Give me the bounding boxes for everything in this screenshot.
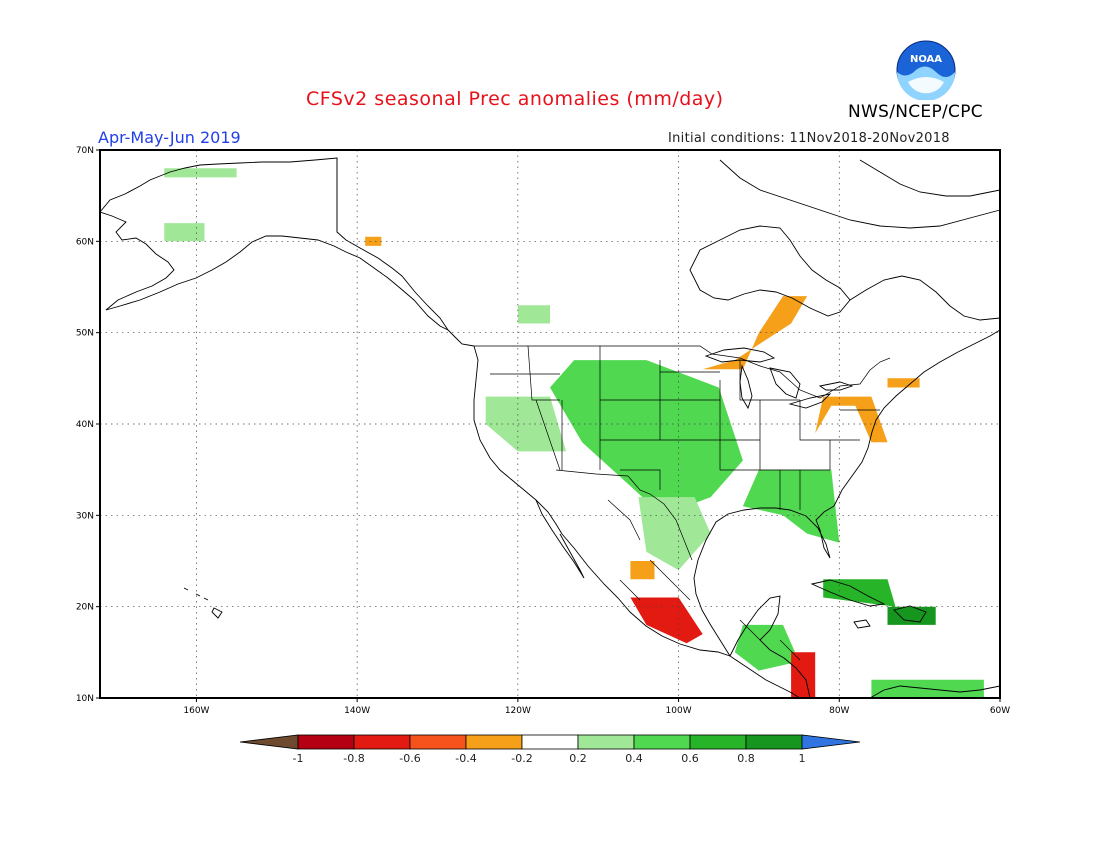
mexico-states xyxy=(607,499,801,661)
anomaly-region-northeast-dry xyxy=(887,378,920,388)
lake-superior xyxy=(704,347,776,363)
tick-label-lon: 60W xyxy=(990,706,1010,716)
anomaly-region-se-alaska-dry xyxy=(365,236,382,246)
coastline-jamaica xyxy=(853,619,871,629)
anomaly-region-alaska-wet xyxy=(164,168,237,178)
anomaly-region-central-america-wet xyxy=(734,624,800,671)
coastline-alaska xyxy=(99,157,450,332)
tick-label-lon: 160W xyxy=(183,706,209,716)
colorbar-low-arrow xyxy=(239,734,299,750)
coastline-us-east xyxy=(833,329,1001,507)
coastline-hudson-bay xyxy=(689,225,851,317)
lake-erie xyxy=(788,393,832,409)
anomaly-region-rockies-plains-wet xyxy=(550,360,743,516)
tick-label-lat: 20N xyxy=(76,603,94,613)
coastline-cuba xyxy=(810,579,886,607)
colorbar-label: 1 xyxy=(799,752,806,765)
tick-label-lon: 100W xyxy=(666,706,692,716)
anomaly-region-western-alaska-wet xyxy=(164,223,205,242)
anomaly-region-mid-atlantic-dry xyxy=(815,396,888,443)
tick-label-lat: 60N xyxy=(76,237,94,247)
state-lines-west xyxy=(490,345,721,490)
anomaly-region-canada-wet xyxy=(517,305,550,324)
anomaly-region-caribbean-wet xyxy=(823,579,896,607)
anomaly-region-mexico-dry xyxy=(630,597,703,644)
colorbar-box xyxy=(521,734,579,750)
colorbar-box xyxy=(353,734,411,750)
colorbar-label: 0.4 xyxy=(625,752,643,765)
us-mexico-border xyxy=(555,469,693,561)
colorbar-label: 0.8 xyxy=(737,752,755,765)
anomaly-region-baja-dry xyxy=(630,561,655,580)
colorbar-box xyxy=(409,734,467,750)
agency-label: NWS/NCEP/CPC xyxy=(848,102,983,122)
coastline-hawaii xyxy=(183,587,223,619)
season-label: Apr-May-Jun 2019 xyxy=(98,128,241,147)
coastlines xyxy=(99,157,1001,699)
colorbar-label: -0.2 xyxy=(511,752,532,765)
coastline-baja xyxy=(535,499,585,579)
colorbar-label: -0.6 xyxy=(399,752,420,765)
anomaly-region-costa-rica-dry xyxy=(791,652,816,698)
lake-huron xyxy=(769,367,801,399)
colorbar-high-arrow xyxy=(801,734,861,750)
colorbar-box xyxy=(465,734,523,750)
anomaly-region-california-nevada-wet xyxy=(485,396,567,452)
tick-label-lat: 70N xyxy=(76,146,94,156)
coastline-arctic xyxy=(719,159,1001,229)
coastline-gulf xyxy=(693,505,835,657)
colorbar-label: 0.2 xyxy=(569,752,587,765)
lake-ontario xyxy=(818,381,854,391)
coastline-us-west xyxy=(473,345,563,535)
colorbar-label: 0.6 xyxy=(681,752,699,765)
coastline-bc xyxy=(447,329,475,347)
us-canada-border xyxy=(474,345,891,399)
political-borders xyxy=(336,158,891,661)
noaa-logo-icon: NOAA xyxy=(896,40,956,100)
tick-label-lon: 140W xyxy=(344,706,370,716)
colorbar-label: -1 xyxy=(293,752,304,765)
coastline-hispaniola xyxy=(893,605,927,623)
anomaly-region-southern-plains-wet xyxy=(646,424,695,479)
coastline-yucatan xyxy=(729,595,811,699)
noaa-logo-text: NOAA xyxy=(910,54,942,65)
state-lines-east xyxy=(720,360,880,510)
tick-label-lat: 30N xyxy=(76,511,94,521)
tick-label-lat: 40N xyxy=(76,420,94,430)
coastline-labrador xyxy=(849,275,1001,321)
colorbar-box xyxy=(745,734,803,750)
anomaly-regions xyxy=(164,168,984,698)
coastline-mexico-west xyxy=(561,533,801,699)
grid-lines xyxy=(100,150,1000,698)
tick-label-lat: 10N xyxy=(76,694,94,704)
colorbar-box xyxy=(689,734,747,750)
colorbar-labels: -1 -0.8 -0.6 -0.4 -0.2 0.2 0.4 0.6 0.8 1 xyxy=(293,752,806,765)
axis-ticks: 70N 60N 50N 40N 30N 20N 10N 160W 140W 120W 100W 80W… xyxy=(76,146,1010,716)
map-title: CFSv2 seasonal Prec anomalies (mm/day) xyxy=(306,88,724,110)
colorbar-box xyxy=(577,734,635,750)
colorbar-box xyxy=(297,734,355,750)
coastline-baffin xyxy=(859,159,1001,197)
colorbar-label: -0.4 xyxy=(455,752,476,765)
coastline-south-america xyxy=(869,685,1001,699)
colorbar-label: -0.8 xyxy=(343,752,364,765)
tick-label-lon: 80W xyxy=(829,706,849,716)
colorbar-boxes xyxy=(239,734,861,750)
initial-conditions-label: Initial conditions: 11Nov2018-20Nov2018 xyxy=(668,131,950,146)
anomaly-region-great-lakes-dry xyxy=(702,296,808,370)
colorbar-box xyxy=(633,734,691,750)
tick-label-lon: 120W xyxy=(505,706,531,716)
anomaly-region-southeast-wet xyxy=(742,469,840,543)
tick-label-lat: 50N xyxy=(76,329,94,339)
